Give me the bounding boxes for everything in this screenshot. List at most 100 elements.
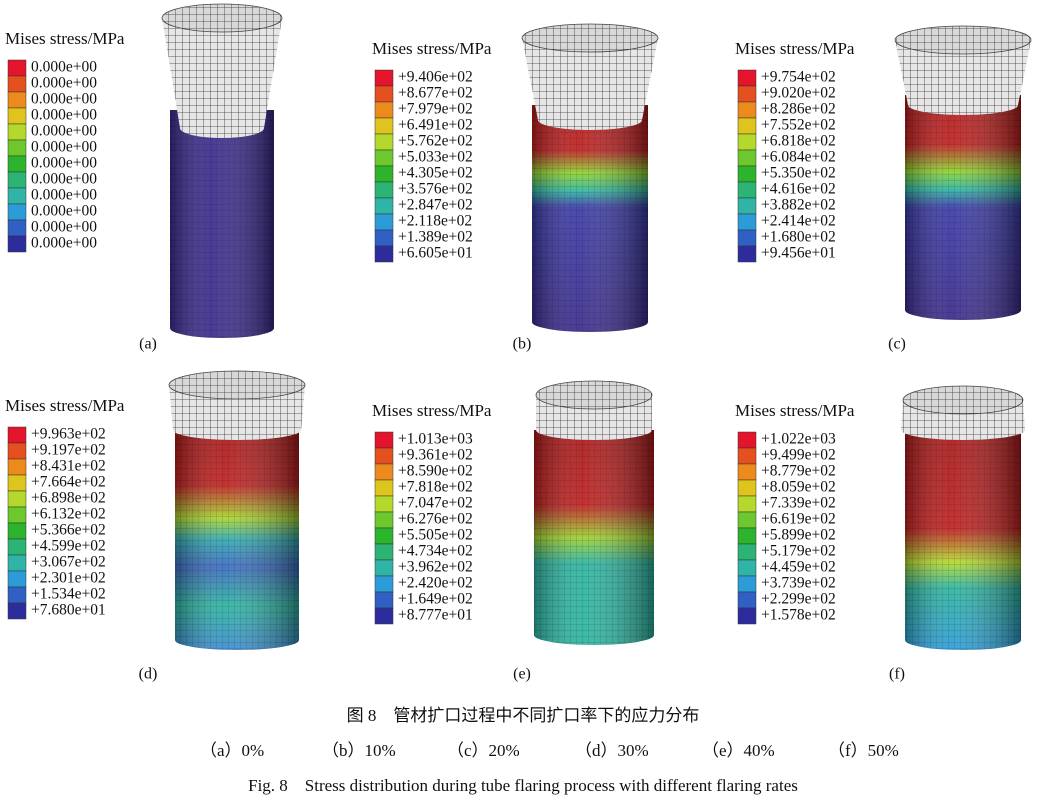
legend-value: +3.576e+02 [398,181,473,198]
legend-value: +5.899e+02 [761,527,836,544]
legend-value: +3.962e+02 [398,559,473,576]
legend-swatch [374,213,394,231]
legend-swatch [374,69,394,87]
legend-value: +2.847e+02 [398,197,473,214]
legend-swatch [737,229,757,247]
legend-swatch [7,187,27,205]
legend-swatch [737,527,757,545]
die-mesh [895,40,1031,115]
legend-value: 0.000e+00 [31,219,97,236]
legend-swatch [7,59,27,77]
legend-value: 0.000e+00 [31,75,97,92]
legend-swatch [737,431,757,449]
legend-value: 0.000e+00 [31,155,97,172]
legend-swatch [7,554,27,572]
legend-title: Mises stress/MPa [372,39,492,58]
legend-value: +6.619e+02 [761,511,836,528]
legend-swatch [7,155,27,173]
legend-swatch [737,495,757,513]
legend-swatch [374,559,394,577]
tube-shade [905,95,1021,320]
legend-swatch [374,447,394,465]
legend-value: +1.534e+02 [31,586,106,603]
legend-value: +7.047e+02 [398,495,473,512]
legend-swatch [374,85,394,103]
legend-swatch [737,213,757,231]
legend-swatch [737,117,757,135]
legend-swatch [374,495,394,513]
legend-swatch [374,245,394,263]
legend-value: +8.590e+02 [398,463,473,480]
legend-value: +9.406e+02 [398,69,473,86]
rate-label: （f）50% [828,741,899,760]
legend-swatch [737,447,757,465]
panel: Mises stress/MPa +9.963e+02+9.197e+02+8.4… [5,370,306,683]
panel-label: (a) [139,336,157,353]
legend-swatch [374,479,394,497]
legend-swatch [374,575,394,593]
die-mesh [162,18,282,138]
legend-value: +8.777e+01 [398,607,473,624]
legend-value: +6.818e+02 [761,133,836,150]
legend-swatch [374,607,394,625]
legend-swatch [374,543,394,561]
legend-value: +8.779e+02 [761,463,836,480]
legend-value: +9.361e+02 [398,447,473,464]
legend-swatch [737,591,757,609]
legend-swatch [737,197,757,215]
die-top-mesh [895,26,1031,54]
panel-label: (b) [513,336,532,353]
tube-shade [170,110,274,338]
legend-value: 0.000e+00 [31,107,97,124]
legend-value: +1.649e+02 [398,591,473,608]
legend-value: +8.286e+02 [761,101,836,118]
legend-value: +5.505e+02 [398,527,473,544]
legend-swatch [7,171,27,189]
legend-swatch [7,442,27,460]
legend-value: +8.677e+02 [398,85,473,102]
legend-value: +9.456e+01 [761,245,836,262]
legend-swatch [374,197,394,215]
legend-value: +8.431e+02 [31,458,106,475]
legend-swatch [7,538,27,556]
legend-value: +8.059e+02 [761,479,836,496]
legend-value: +6.084e+02 [761,149,836,166]
legend-value: +4.305e+02 [398,165,473,182]
legend-value: +4.459e+02 [761,559,836,576]
legend-swatch [737,559,757,577]
legend-value: 0.000e+00 [31,171,97,188]
die-top-mesh [522,24,658,52]
legend-value: +5.179e+02 [761,543,836,560]
panel: Mises stress/MPa0.000e+000.000e+000.000e… [5,3,283,353]
legend-value: 0.000e+00 [31,187,97,204]
legend-swatch [737,133,757,151]
rate-label: （c）20% [447,741,520,760]
legend-value: +6.898e+02 [31,490,106,507]
legend-swatch [7,219,27,237]
legend-swatch [7,139,27,157]
legend-value: +7.979e+02 [398,101,473,118]
legend-swatch [737,69,757,87]
legend-swatch [7,602,27,620]
legend-value: +4.616e+02 [761,181,836,198]
legend-value: +5.762e+02 [398,133,473,150]
legend-title: Mises stress/MPa [735,401,855,420]
die-top-mesh [536,381,652,409]
legend-swatch [7,522,27,540]
legend-swatch [737,165,757,183]
legend-swatch [374,591,394,609]
legend-swatch [737,511,757,529]
legend-value: +4.734e+02 [398,543,473,560]
legend-swatch [374,527,394,545]
legend-swatch [7,91,27,109]
legend-swatch [374,133,394,151]
tube-shade [175,430,299,650]
legend-swatch [7,506,27,524]
legend-value: 0.000e+00 [31,235,97,252]
legend-value: +1.022e+03 [761,431,836,448]
legend-value: +7.680e+01 [31,602,106,619]
legend-swatch [374,229,394,247]
panel-label: (c) [888,336,906,353]
panel: Mises stress/MPa +9.754e+02+9.020e+02+8.2… [735,25,1032,353]
legend-value: +5.033e+02 [398,149,473,166]
